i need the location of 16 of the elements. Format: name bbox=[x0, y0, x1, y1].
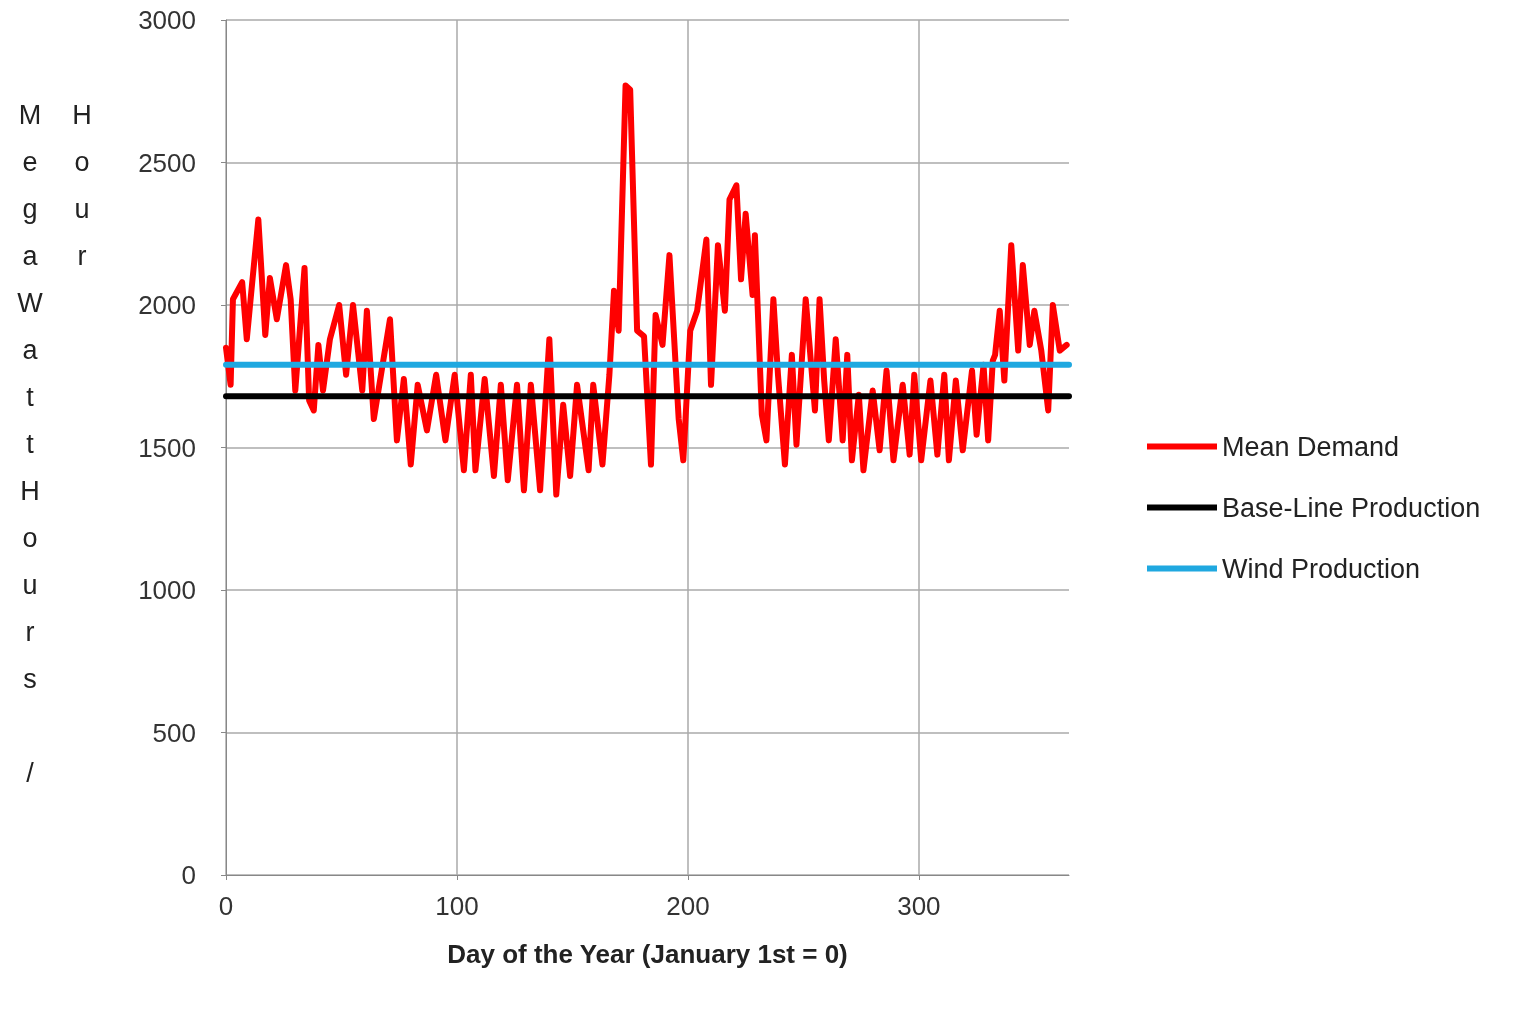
y-tick-label: 2500 bbox=[138, 147, 196, 178]
y-tick-label: 1000 bbox=[138, 575, 196, 605]
x-axis-title: Day of the Year (January 1st = 0) bbox=[447, 939, 848, 969]
x-tick-label: 200 bbox=[666, 891, 710, 921]
legend-label: Mean Demand bbox=[1222, 431, 1400, 462]
legend-label: Wind Production bbox=[1222, 553, 1421, 584]
y-tick-label: 0 bbox=[181, 860, 196, 890]
x-tick-label: 300 bbox=[897, 891, 941, 921]
x-tick-label: 0 bbox=[218, 891, 234, 921]
y-tick-label: 2000 bbox=[138, 290, 196, 320]
x-tick-label: 100 bbox=[435, 891, 479, 921]
y-tick-label: 1500 bbox=[138, 432, 196, 463]
y-axis-title: MegaWattHours / Hour bbox=[14, 100, 98, 807]
y-tick-label: 500 bbox=[152, 717, 196, 748]
y-tick-label: 3000 bbox=[138, 5, 196, 35]
legend-label: Base-Line Production bbox=[1222, 492, 1481, 523]
